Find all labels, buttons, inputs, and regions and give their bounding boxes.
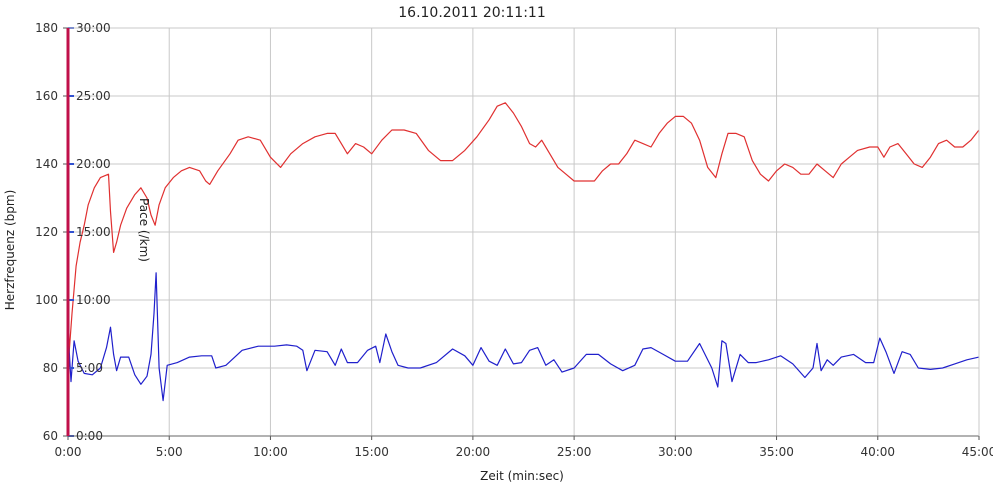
x-tick-label: 30:00: [658, 445, 693, 459]
y-tick-label: 80: [43, 361, 58, 375]
x-tick-label: 10:00: [253, 445, 288, 459]
y-tick-label: 120: [35, 225, 58, 239]
x-tick-label: 5:00: [156, 445, 183, 459]
y2-tick-label: 10:00: [76, 293, 111, 307]
x-tick-label: 0:00: [55, 445, 82, 459]
y2-tick-label: 30:00: [76, 21, 111, 35]
y-tick-label: 140: [35, 157, 58, 171]
chart-title: 16.10.2011 20:11:11: [398, 5, 546, 21]
x-tick-label: 25:00: [557, 445, 592, 459]
x-tick-label: 35:00: [759, 445, 794, 459]
heart_rate-line: [67, 102, 980, 369]
pace-line: [67, 272, 980, 402]
y-tick-label: 60: [43, 429, 58, 443]
y2-tick-label: 20:00: [76, 157, 111, 171]
y-tick-label: 160: [35, 89, 58, 103]
y2-tick-label: 5:00: [76, 361, 103, 375]
y-tick-label: 180: [35, 21, 58, 35]
y-tick-label: 100: [35, 293, 58, 307]
x-tick-label: 20:00: [456, 445, 491, 459]
series-layer: [67, 102, 980, 402]
tick-labels: 0:00 5:00 10:00 15:00 20:00 25:00 30:00 35:00 40…: [35, 21, 993, 459]
y2-tick-label: 0:00: [76, 429, 103, 443]
y-axis-label: Herzfrequenz (bpm): [3, 190, 17, 311]
x-tick-label: 40:00: [860, 445, 895, 459]
y2-axis-label: Pace (/km): [137, 198, 151, 262]
y2-tick-label: 15:00: [76, 225, 111, 239]
x-tick-label: 15:00: [354, 445, 389, 459]
axes: [63, 27, 980, 440]
y2-tick-label: 25:00: [76, 89, 111, 103]
x-axis-label: Zeit (min:sec): [480, 469, 564, 483]
x-tick-label: 45:00: [962, 445, 993, 459]
